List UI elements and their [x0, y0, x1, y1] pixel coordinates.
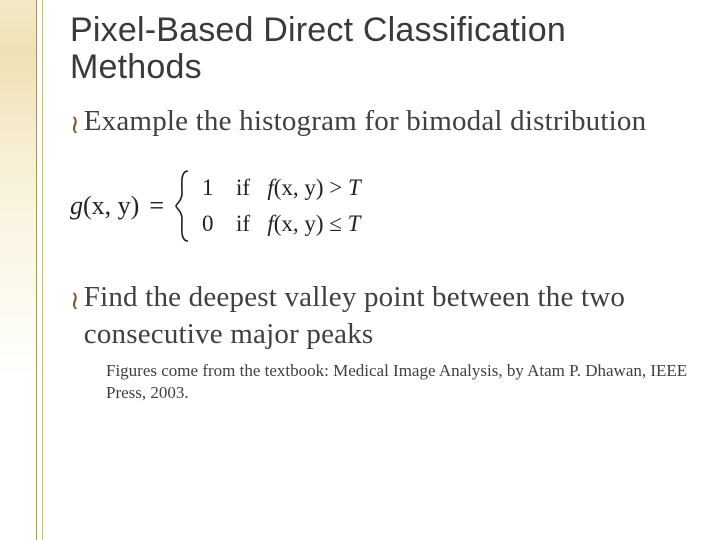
bullet-1-text: Example the histogram for bimodal distri… [84, 103, 647, 139]
bullet-mark-icon: ≀ [70, 279, 84, 318]
decorative-left-band-rule [38, 0, 43, 540]
bullet-1: ≀ Example the histogram for bimodal dist… [70, 103, 700, 142]
slide-content: Pixel-Based Direct Classification Method… [70, 12, 700, 520]
bullet-2: ≀ Find the deepest valley point between … [70, 279, 700, 352]
bullet-mark-icon: ≀ [70, 103, 84, 142]
case-2-rhs: T [348, 211, 361, 236]
bullet-2-text: Find the deepest valley point between th… [84, 279, 700, 352]
threshold-equation: g(x, y) = 1 if f(x, y) > T [70, 169, 700, 243]
decorative-left-band-fill [0, 0, 37, 540]
equation-block: g(x, y) = 1 if f(x, y) > T [70, 169, 700, 243]
case-1-op: > [329, 175, 342, 200]
case-2-op: ≤ [329, 211, 342, 236]
slide-title: Pixel-Based Direct Classification Method… [70, 12, 700, 87]
equation-lhs-fn: g [70, 191, 83, 220]
case-1-value: 1 [202, 175, 220, 201]
case-2-args: (x, y) [274, 211, 324, 236]
footnote-citation: Figures come from the textbook: Medical … [106, 360, 700, 404]
left-brace-icon [174, 169, 192, 243]
equation-equals: = [149, 191, 164, 221]
equation-lhs-args: (x, y) [83, 191, 139, 220]
case-1-rhs: T [348, 175, 361, 200]
equation-case-2: 0 if f(x, y) ≤ T [202, 211, 361, 237]
case-1-args: (x, y) [274, 175, 324, 200]
case-2-if: if [236, 211, 250, 236]
case-2-value: 0 [202, 211, 220, 237]
equation-case-1: 1 if f(x, y) > T [202, 175, 361, 201]
case-1-if: if [236, 175, 250, 200]
decorative-left-band [0, 0, 48, 540]
